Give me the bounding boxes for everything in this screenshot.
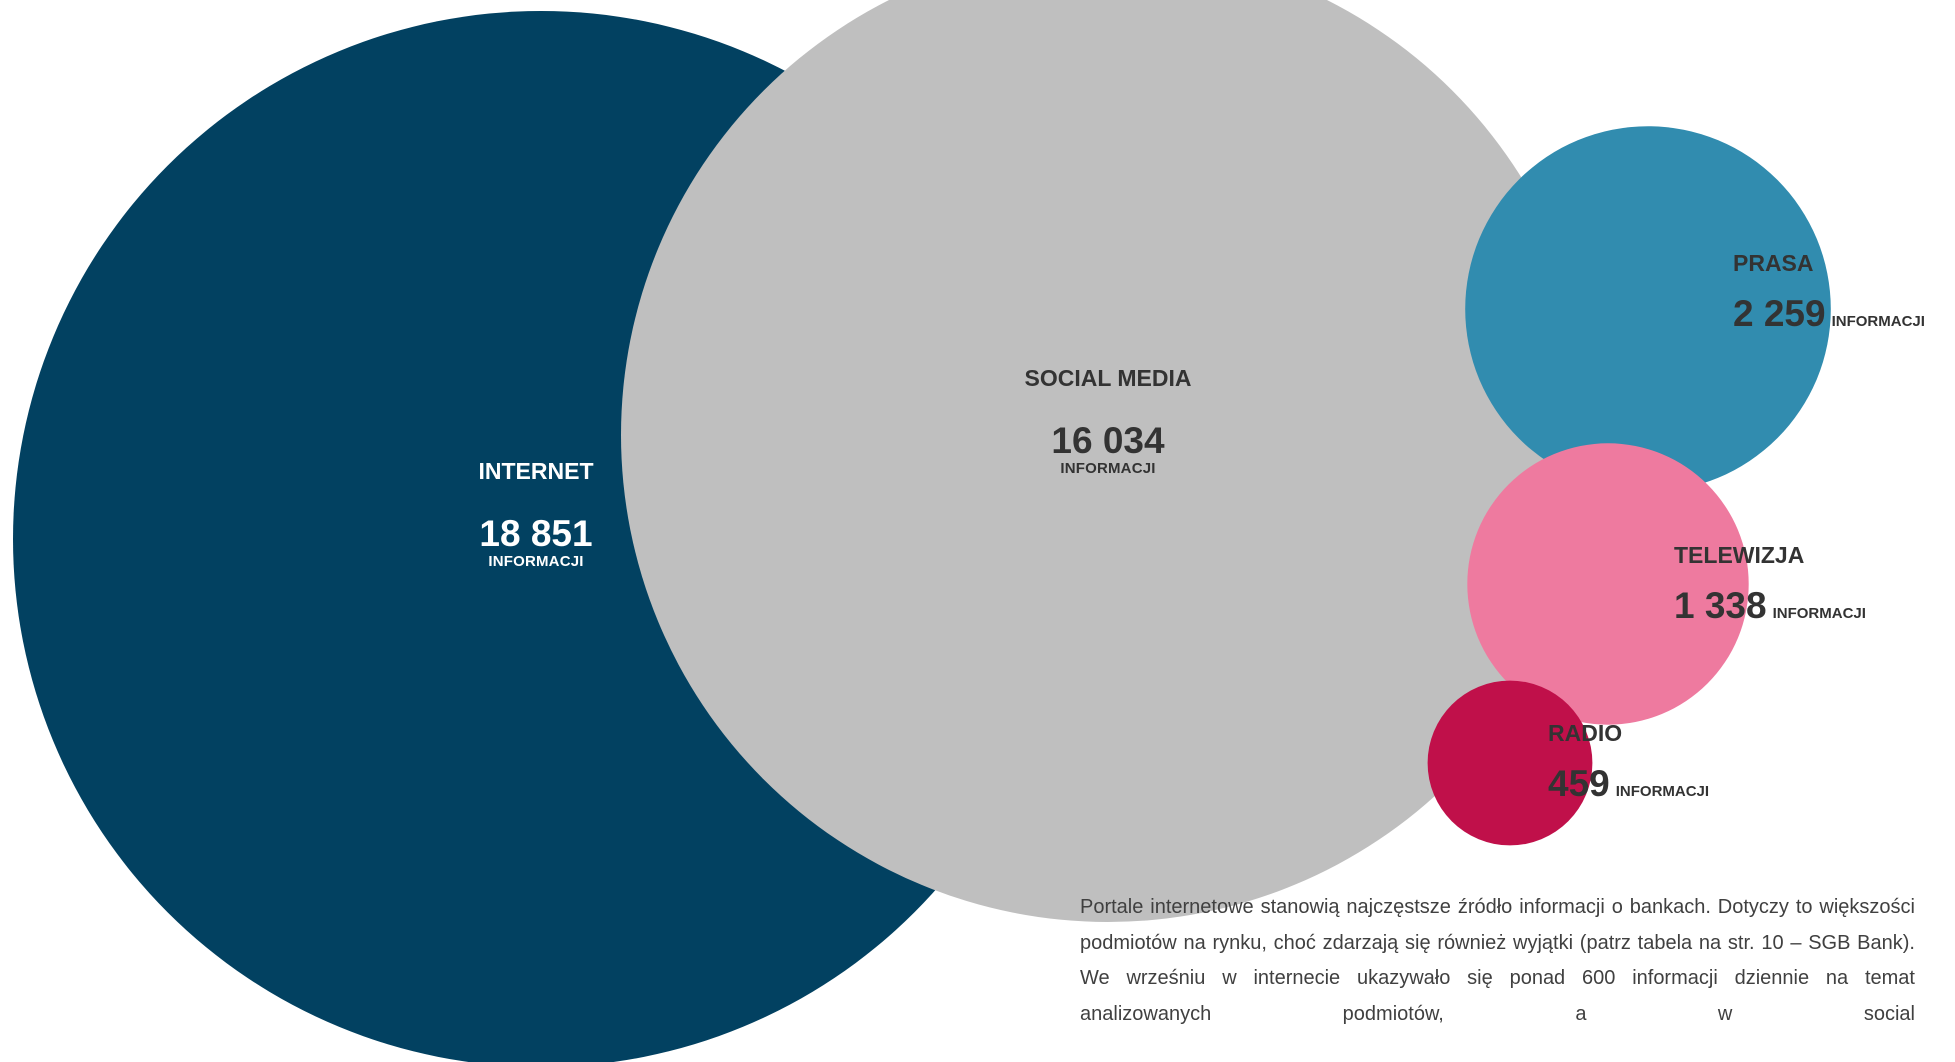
value-label-telewizja: 1 338 <box>1674 585 1767 626</box>
description-paragraph: Portale internetowe stanowią najczęstsze… <box>1080 896 1915 1025</box>
unit-label-internet: INFORMACJI <box>488 553 584 570</box>
series-name-internet: INTERNET <box>478 458 594 484</box>
social-media-label-group: SOCIAL MEDIA 16 034 INFORMACJI <box>1025 365 1192 477</box>
series-name-radio: RADIO <box>1548 720 1623 746</box>
series-name-social-media: SOCIAL MEDIA <box>1024 365 1192 391</box>
value-label-prasa: 2 259 <box>1733 293 1826 334</box>
value-label-social-media: 16 034 <box>1051 420 1165 461</box>
telewizja-label-group: TELEWIZJA 1 338 INFORMACJI <box>1674 542 1866 627</box>
value-label-radio: 459 <box>1548 763 1610 804</box>
unit-label-social-media: INFORMACJI <box>1060 460 1156 477</box>
prasa-label-group: PRASA 2 259 INFORMACJI <box>1733 250 1925 335</box>
unit-label-radio: INFORMACJI <box>1615 783 1710 800</box>
value-label-internet: 18 851 <box>479 513 593 554</box>
bubble-social-media <box>621 0 1595 922</box>
unit-label-prasa: INFORMACJI <box>1831 313 1925 330</box>
series-name-telewizja: TELEWIZJA <box>1674 542 1805 568</box>
bubble-prasa <box>1465 126 1831 492</box>
unit-label-telewizja: INFORMACJI <box>1772 605 1866 622</box>
bubble-radio <box>1427 680 1593 846</box>
internet-label-group: INTERNET 18 851 INFORMACJI <box>479 458 594 570</box>
bubble-telewizja <box>1467 443 1749 725</box>
series-name-prasa: PRASA <box>1733 250 1814 276</box>
radio-label-group: RADIO 459 INFORMACJI <box>1548 720 1709 805</box>
